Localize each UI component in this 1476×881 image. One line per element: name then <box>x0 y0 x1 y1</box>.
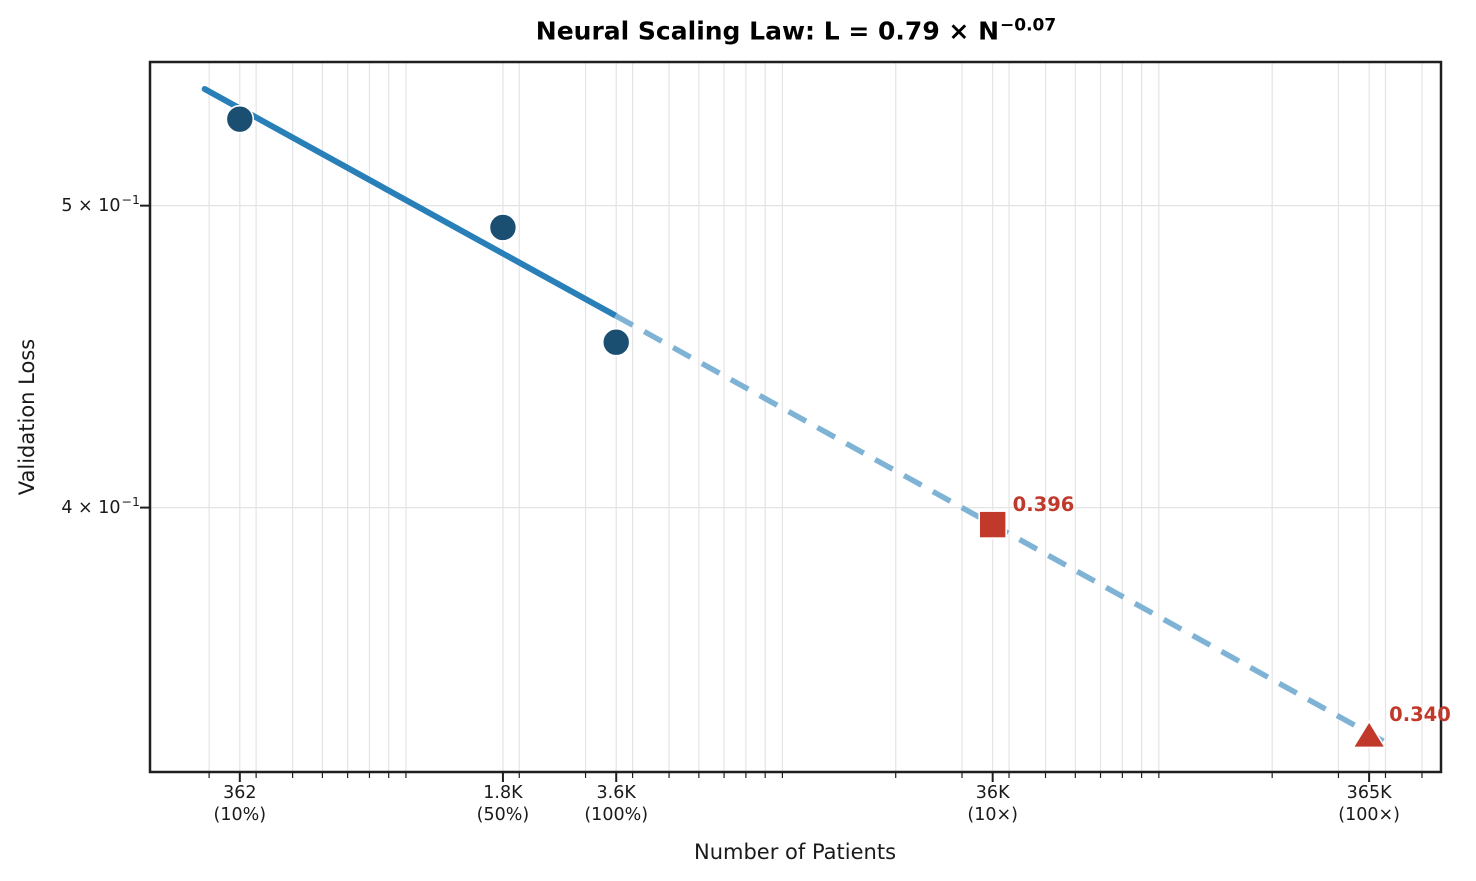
chart-title: Neural Scaling Law: L = 0.79 × N−0.07 <box>535 15 1057 46</box>
chart-title-exponent: −0.07 <box>1000 15 1057 36</box>
fit-line-solid <box>201 86 619 319</box>
observed-point <box>601 327 631 357</box>
x-tick-label: 365K (100×) <box>1338 783 1400 825</box>
prediction-triangle-marker <box>1351 719 1387 749</box>
y-tick-label: 4 × 10−1 <box>61 493 140 518</box>
y-tick-label: 5 × 10−1 <box>61 191 140 216</box>
x-tick-label: 36K (10×) <box>967 783 1018 825</box>
chart-title-main: Neural Scaling Law: L = 0.79 × N <box>535 16 1000 46</box>
prediction-square-marker <box>978 510 1007 539</box>
observed-point <box>225 104 255 134</box>
x-tick-label: 362 (10%) <box>213 783 267 825</box>
prediction-label: 0.396 <box>1012 492 1075 516</box>
x-tick-label: 3.6K (100%) <box>584 783 649 825</box>
axis-frame <box>148 60 1443 774</box>
x-tick-label: 1.8K (50%) <box>476 783 530 825</box>
observed-point <box>488 213 518 242</box>
x-axis-label: Number of Patients <box>693 840 897 864</box>
y-axis-label: Validation Loss <box>15 338 39 496</box>
prediction-label: 0.340 <box>1389 703 1451 727</box>
